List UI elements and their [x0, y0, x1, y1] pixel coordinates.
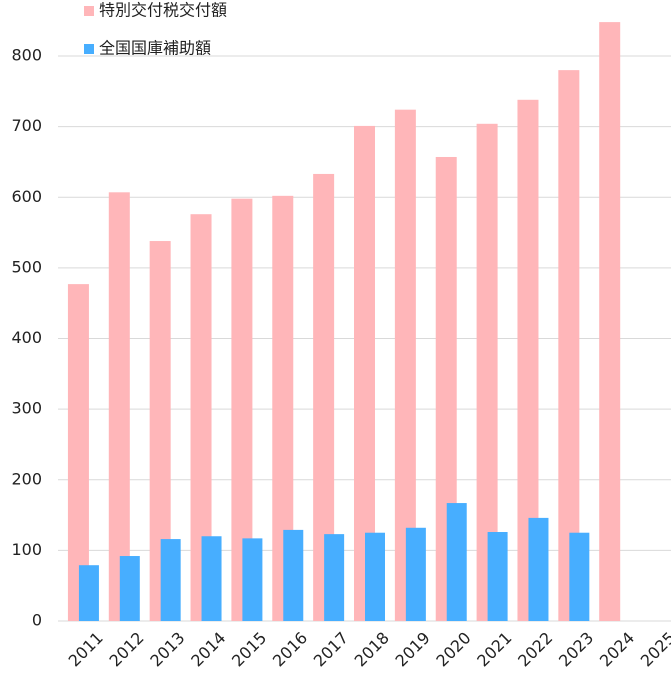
- bar: [108, 192, 130, 621]
- bar: [67, 284, 89, 621]
- x-tick-label: 2023: [555, 628, 597, 670]
- y-tick-label: 600: [11, 187, 42, 206]
- bar: [354, 125, 375, 621]
- bar: [242, 538, 263, 621]
- bar: [283, 529, 304, 621]
- bar: [405, 527, 426, 621]
- x-tick-label: 2021: [473, 628, 515, 670]
- x-tick-label: 2012: [105, 628, 147, 670]
- x-tick-label: 2011: [65, 628, 107, 670]
- bar: [231, 198, 253, 621]
- bar: [487, 532, 508, 621]
- bar: [324, 534, 345, 621]
- legend-label: 特別交付税交付額: [99, 1, 227, 20]
- y-tick-label: 400: [11, 328, 42, 347]
- y-tick-label: 200: [11, 469, 42, 488]
- x-tick-label: 2022: [514, 628, 556, 670]
- x-tick-label: 2013: [146, 628, 188, 670]
- legend-label: 全国国庫補助額: [99, 39, 211, 58]
- bar: [528, 517, 549, 621]
- bar: [599, 22, 621, 622]
- legend-swatch: [84, 44, 94, 54]
- bar: [119, 556, 140, 621]
- bar: [190, 214, 212, 621]
- x-tick-label: 2020: [432, 628, 474, 670]
- y-tick-label: 500: [11, 257, 42, 276]
- legend-swatch: [84, 6, 94, 16]
- bar: [476, 123, 498, 622]
- y-tick-label: 300: [11, 399, 42, 418]
- x-tick-label: 2024: [596, 628, 638, 670]
- bar: [160, 539, 181, 621]
- bar: [394, 109, 416, 622]
- bar: [569, 532, 590, 621]
- y-tick-label: 800: [11, 46, 42, 65]
- bar: [201, 536, 222, 621]
- x-tick-label: 2019: [392, 628, 434, 670]
- bar: [78, 565, 99, 621]
- y-tick-label: 0: [32, 611, 42, 630]
- bar: [558, 70, 580, 621]
- bar: [517, 99, 539, 622]
- bar: [313, 173, 335, 621]
- x-tick-label: 2025: [637, 628, 671, 670]
- x-tick-label: 2017: [310, 628, 352, 670]
- x-tick-label: 2016: [269, 628, 311, 670]
- bar: [149, 241, 171, 621]
- bar: [446, 503, 467, 621]
- y-tick-label: 700: [11, 116, 42, 135]
- x-tick-label: 2018: [351, 628, 393, 670]
- bar: [272, 195, 294, 621]
- y-tick-label: 100: [11, 540, 42, 559]
- x-tick-label: 2015: [228, 628, 270, 670]
- x-tick-label: 2014: [187, 628, 229, 670]
- bar: [365, 532, 385, 621]
